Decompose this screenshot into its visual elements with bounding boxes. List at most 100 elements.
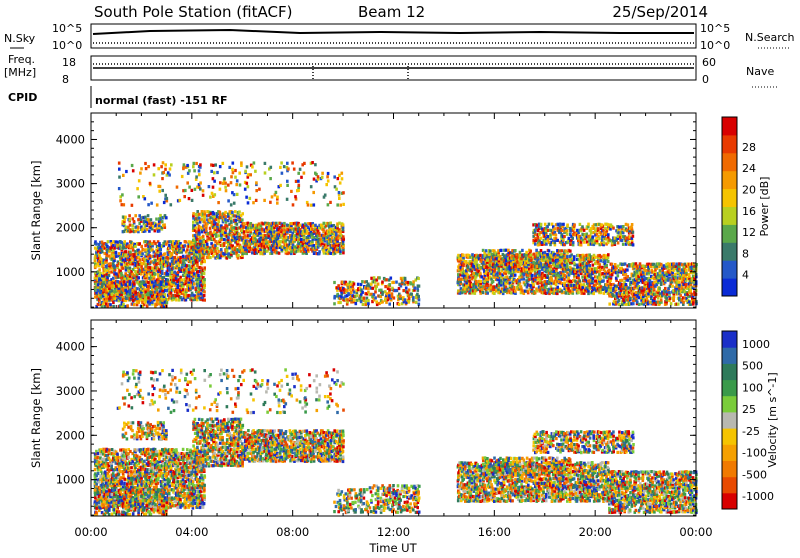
echo-cell bbox=[603, 241, 606, 244]
echo-cell bbox=[532, 283, 535, 286]
echo-cell bbox=[174, 256, 177, 259]
echo-cell bbox=[195, 226, 198, 229]
echo-cell bbox=[109, 262, 112, 265]
echo-cell bbox=[244, 234, 247, 237]
echo-cell bbox=[261, 228, 264, 231]
echo-cell bbox=[119, 297, 122, 300]
echo-cell bbox=[635, 291, 638, 294]
echo-cell bbox=[581, 225, 584, 228]
echo-cell bbox=[602, 279, 605, 282]
echo-cell bbox=[98, 268, 101, 271]
echo-cell bbox=[137, 301, 140, 304]
echo-cell bbox=[566, 233, 569, 236]
echo-cell bbox=[137, 226, 140, 229]
echo-cell bbox=[333, 302, 336, 305]
echo-cell bbox=[203, 266, 206, 269]
echo-cell bbox=[242, 222, 245, 225]
echo-cell bbox=[370, 277, 373, 280]
nsky-tick-bottom: 10^0 bbox=[52, 39, 82, 52]
echo-cell bbox=[418, 298, 421, 301]
echo-cell bbox=[631, 223, 634, 226]
echo-cell bbox=[577, 291, 580, 294]
echo-cell bbox=[342, 223, 345, 226]
echo-cell bbox=[105, 294, 108, 297]
echo-cell bbox=[171, 271, 174, 274]
echo-cell bbox=[150, 218, 153, 221]
echo-cell bbox=[342, 235, 345, 238]
echo-cell bbox=[381, 291, 384, 294]
echo-cell bbox=[364, 303, 367, 306]
echo-cell bbox=[617, 241, 620, 244]
echo-cell bbox=[182, 248, 185, 251]
nsky-line bbox=[93, 30, 694, 34]
echo-cell bbox=[412, 296, 415, 299]
echo-cell bbox=[107, 240, 110, 243]
echo-cell bbox=[243, 230, 246, 233]
echo-cell bbox=[197, 274, 200, 277]
echo-cell bbox=[556, 286, 559, 289]
echo-cell bbox=[417, 295, 420, 298]
echo-cell bbox=[124, 283, 127, 286]
echo-cell bbox=[166, 273, 169, 276]
nsky-label: N.Sky bbox=[4, 32, 36, 45]
echo-cell bbox=[164, 293, 167, 296]
echo-cell bbox=[161, 220, 164, 223]
echo-cell bbox=[134, 291, 137, 294]
echo-cell bbox=[221, 226, 224, 229]
echo-cell bbox=[475, 280, 478, 283]
echo-cell bbox=[339, 301, 342, 304]
echo-cell bbox=[632, 243, 635, 246]
echo-cell bbox=[590, 231, 593, 234]
nsky-panel bbox=[91, 24, 696, 48]
echo-cell bbox=[163, 276, 166, 279]
echo-cell bbox=[563, 235, 566, 238]
echo-cell bbox=[398, 303, 401, 306]
echo-cell bbox=[235, 219, 238, 222]
echo-cell bbox=[154, 273, 157, 276]
echo-cell bbox=[161, 272, 164, 275]
station-title: South Pole Station (fitACF) bbox=[94, 3, 292, 21]
echo-cell bbox=[418, 285, 421, 288]
echo-cell bbox=[118, 252, 121, 255]
echo-cell bbox=[111, 289, 114, 292]
echo-cell bbox=[381, 281, 384, 284]
echo-cell bbox=[339, 230, 342, 233]
echo-cell bbox=[388, 283, 391, 286]
echo-cell bbox=[179, 256, 182, 259]
echo-cell bbox=[334, 295, 337, 298]
echo-cell bbox=[96, 289, 99, 292]
echo-cell bbox=[480, 280, 483, 283]
echo-cell bbox=[230, 217, 233, 220]
echo-cell bbox=[579, 223, 582, 226]
echo-cell bbox=[628, 263, 631, 266]
echo-cell bbox=[625, 303, 628, 306]
echo-cell bbox=[216, 247, 219, 250]
echo-cell bbox=[178, 267, 181, 270]
echo-cell bbox=[583, 241, 586, 244]
echo-cell bbox=[514, 274, 517, 277]
echo-cell bbox=[206, 243, 209, 246]
echo-cell bbox=[607, 233, 610, 236]
echo-cell bbox=[147, 296, 150, 299]
echo-cell bbox=[278, 252, 281, 255]
echo-cell bbox=[132, 299, 135, 302]
echo-cell bbox=[479, 272, 482, 275]
echo-cell bbox=[111, 285, 114, 288]
echo-cell bbox=[136, 281, 139, 284]
echo-cell bbox=[599, 259, 602, 262]
echo-cell bbox=[198, 217, 201, 220]
echo-cell bbox=[123, 240, 126, 243]
echo-cell bbox=[331, 236, 334, 239]
echo-cell bbox=[572, 241, 575, 244]
echo-cell bbox=[238, 210, 241, 213]
echo-cell bbox=[124, 216, 127, 219]
echo-cell bbox=[149, 254, 152, 257]
echo-cell bbox=[154, 242, 157, 245]
echo-cell bbox=[632, 231, 635, 234]
echo-cell bbox=[632, 235, 635, 238]
echo-cell bbox=[588, 264, 591, 267]
echo-cell bbox=[175, 298, 178, 301]
echo-cell bbox=[129, 267, 132, 270]
echo-cell bbox=[371, 287, 374, 290]
